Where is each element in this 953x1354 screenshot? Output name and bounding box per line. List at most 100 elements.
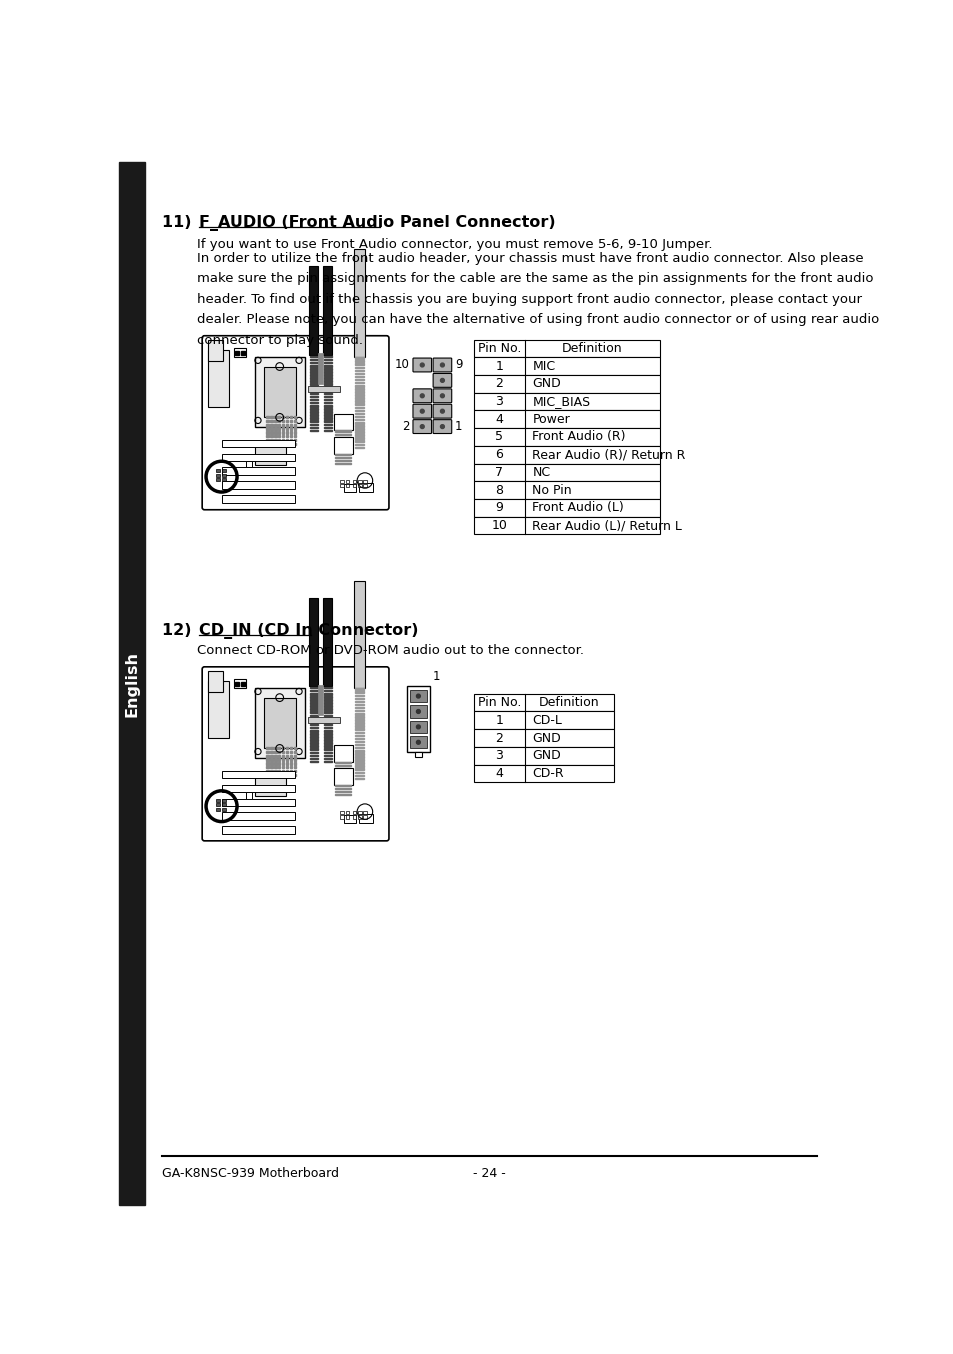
Bar: [294, 416, 295, 418]
Bar: [216, 803, 220, 806]
Bar: [474, 711, 613, 730]
Text: Definition: Definition: [561, 343, 622, 355]
Bar: [235, 351, 239, 355]
Bar: [274, 420, 276, 422]
Bar: [216, 474, 220, 477]
Bar: [278, 762, 280, 765]
Bar: [310, 386, 317, 389]
FancyBboxPatch shape: [202, 666, 389, 841]
Bar: [278, 766, 280, 769]
Bar: [357, 479, 361, 483]
Bar: [335, 436, 351, 439]
Bar: [323, 761, 332, 762]
Bar: [270, 439, 273, 441]
Bar: [323, 703, 332, 704]
Text: 3: 3: [495, 395, 503, 408]
Bar: [310, 374, 317, 376]
Bar: [254, 441, 286, 464]
Bar: [323, 395, 332, 397]
Text: English: English: [125, 651, 139, 716]
Bar: [323, 742, 332, 743]
Text: Pin No.: Pin No.: [477, 343, 520, 355]
Bar: [344, 485, 355, 492]
Bar: [266, 750, 269, 753]
Text: 8: 8: [495, 483, 503, 497]
Bar: [286, 747, 288, 749]
Bar: [323, 718, 332, 719]
Bar: [286, 766, 288, 769]
Bar: [241, 682, 245, 686]
Bar: [216, 468, 220, 473]
Circle shape: [420, 425, 424, 428]
Text: Front Audio (L): Front Audio (L): [532, 501, 623, 515]
Bar: [286, 774, 288, 776]
Bar: [363, 811, 367, 814]
Bar: [323, 402, 332, 403]
Bar: [274, 443, 276, 445]
Bar: [355, 704, 364, 705]
Bar: [290, 443, 292, 445]
Bar: [474, 445, 659, 463]
Bar: [221, 496, 294, 502]
Bar: [119, 162, 145, 1205]
Bar: [270, 758, 273, 761]
Bar: [264, 367, 295, 417]
Bar: [221, 826, 294, 834]
Bar: [355, 722, 364, 724]
Bar: [310, 390, 317, 391]
Text: Front Audio (R): Front Audio (R): [532, 431, 625, 444]
Bar: [294, 443, 295, 445]
Bar: [323, 699, 332, 701]
Bar: [282, 443, 284, 445]
Bar: [222, 803, 226, 806]
Bar: [355, 382, 364, 383]
Bar: [274, 770, 276, 772]
Bar: [290, 762, 292, 765]
Bar: [266, 762, 269, 765]
Bar: [474, 428, 659, 445]
Bar: [474, 463, 659, 481]
Bar: [355, 741, 364, 742]
Bar: [323, 390, 332, 391]
Text: 10: 10: [491, 519, 507, 532]
Bar: [310, 399, 317, 401]
Bar: [335, 440, 351, 441]
Bar: [357, 811, 361, 814]
Bar: [264, 697, 295, 749]
Bar: [474, 730, 613, 747]
Bar: [286, 420, 288, 422]
Bar: [310, 720, 317, 722]
Bar: [290, 424, 292, 425]
Bar: [323, 427, 332, 428]
Bar: [355, 397, 364, 399]
Bar: [294, 774, 295, 776]
Bar: [294, 766, 295, 769]
Bar: [335, 770, 351, 772]
Bar: [355, 772, 364, 773]
Circle shape: [420, 363, 424, 367]
Bar: [355, 428, 364, 429]
Bar: [266, 766, 269, 769]
Bar: [335, 791, 351, 792]
Bar: [290, 435, 292, 437]
Bar: [344, 815, 355, 823]
Text: No Pin: No Pin: [532, 483, 572, 497]
Bar: [355, 735, 364, 737]
Bar: [274, 766, 276, 769]
FancyBboxPatch shape: [413, 389, 431, 402]
Bar: [355, 379, 364, 380]
Bar: [355, 360, 364, 362]
Bar: [323, 693, 332, 695]
Bar: [353, 485, 356, 487]
FancyBboxPatch shape: [433, 389, 452, 402]
Bar: [208, 340, 223, 362]
Bar: [340, 479, 344, 483]
Bar: [294, 435, 295, 437]
Bar: [245, 462, 252, 467]
Bar: [323, 374, 332, 376]
Text: 6: 6: [495, 448, 503, 462]
Bar: [274, 774, 276, 776]
Bar: [355, 376, 364, 378]
Bar: [323, 368, 332, 370]
Bar: [310, 414, 317, 416]
